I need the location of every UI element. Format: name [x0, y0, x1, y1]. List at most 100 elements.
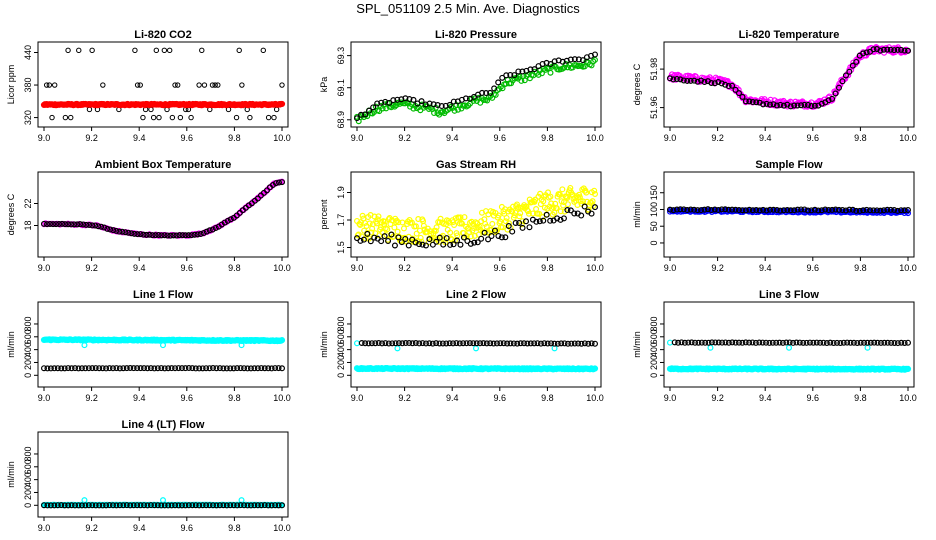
data-point [692, 339, 699, 346]
data-point [438, 103, 445, 110]
data-point [279, 179, 286, 186]
data-point [749, 339, 756, 346]
x-tick-label: 9.6 [494, 393, 507, 403]
data-point [399, 340, 406, 347]
data-point [671, 339, 678, 346]
data-point [753, 99, 760, 106]
data-point [777, 101, 784, 108]
data-point [258, 502, 265, 509]
chart-panel: Line 2 Flow 9.0 9.2 9.4 9.6 9.8 10.0 0 200400600… [319, 289, 604, 403]
y-tick-label: 380 [23, 78, 33, 93]
data-point [578, 340, 585, 347]
data-point [894, 46, 901, 53]
data-point [769, 339, 776, 346]
chart-title: Line 2 Flow [446, 289, 506, 301]
data-point [780, 207, 787, 214]
chart-panel: Line 3 Flow 9.0 9.2 9.4 9.6 9.8 10.0 0 200400600… [632, 289, 917, 403]
x-tick-label: 10.0 [273, 133, 291, 143]
data-point [844, 339, 851, 346]
data-point [406, 96, 413, 103]
data-point [430, 101, 437, 108]
data-point [89, 47, 95, 54]
data-point [422, 242, 429, 249]
x-tick-label: 9.8 [228, 133, 241, 143]
data-point [450, 241, 457, 248]
data-point [499, 224, 506, 231]
data-point [51, 82, 58, 88]
data-point [532, 196, 539, 203]
data-point [718, 206, 725, 213]
data-point [237, 365, 244, 372]
x-tick-label: 9.2 [711, 393, 724, 403]
data-point [268, 365, 275, 372]
data-point [524, 340, 531, 347]
data-point [803, 339, 810, 346]
data-point [677, 76, 684, 83]
data-layer [666, 44, 911, 110]
plot-frame [350, 41, 602, 128]
data-point [871, 339, 878, 346]
data-point [357, 221, 364, 228]
data-point [40, 365, 47, 372]
data-point [746, 98, 753, 105]
data-point [116, 502, 123, 509]
data-point [132, 47, 138, 54]
data-point [172, 82, 178, 88]
data-point [125, 229, 132, 236]
data-point [497, 218, 504, 225]
data-point [746, 339, 753, 346]
data-point [170, 232, 177, 239]
data-point [188, 232, 195, 239]
data-point [725, 83, 732, 90]
data-point [521, 340, 528, 347]
data-point [877, 47, 884, 54]
data-point [106, 365, 113, 372]
y-tick-label: 800 [649, 316, 659, 331]
data-point [385, 237, 392, 244]
data-point [794, 102, 801, 109]
data-point [265, 114, 272, 121]
data-point [89, 222, 96, 229]
data-point [894, 340, 901, 347]
data-point [234, 365, 241, 372]
data-point [818, 100, 825, 107]
data-point [711, 206, 718, 213]
data-point [478, 235, 485, 242]
y-axis-label: kPa [319, 77, 329, 93]
data-point [547, 193, 554, 200]
data-point [144, 365, 151, 372]
data-point [251, 502, 258, 509]
data-point [95, 223, 102, 230]
data-point [867, 207, 874, 214]
data-point [247, 114, 253, 121]
data-point [877, 339, 884, 346]
data-point [707, 344, 714, 351]
data-point [272, 502, 279, 509]
data-point [54, 365, 61, 372]
x-tick-label: 9.8 [541, 133, 554, 143]
data-point [43, 82, 50, 88]
data-point [278, 100, 286, 108]
data-point [474, 239, 481, 246]
data-point [801, 101, 808, 108]
data-point [531, 66, 538, 73]
data-point [279, 502, 286, 509]
data-point [666, 339, 673, 346]
chart-title: Line 1 Flow [133, 289, 193, 301]
data-point [810, 339, 817, 346]
data-point [196, 502, 203, 509]
data-point [385, 340, 392, 347]
data-point [172, 502, 179, 509]
data-point [402, 95, 409, 102]
figure-title: SPL_051109 2.5 Min. Ave. Diagnostics [356, 1, 580, 16]
y-tick-label: 50 [649, 221, 659, 231]
data-point [362, 111, 369, 118]
data-point [742, 98, 749, 105]
x-tick-label: 9.8 [228, 523, 241, 533]
data-point [113, 227, 120, 234]
data-point [426, 340, 433, 347]
x-tick-label: 9.2 [85, 133, 98, 143]
data-point [62, 114, 69, 121]
data-point [870, 46, 877, 53]
data-point [904, 207, 911, 214]
